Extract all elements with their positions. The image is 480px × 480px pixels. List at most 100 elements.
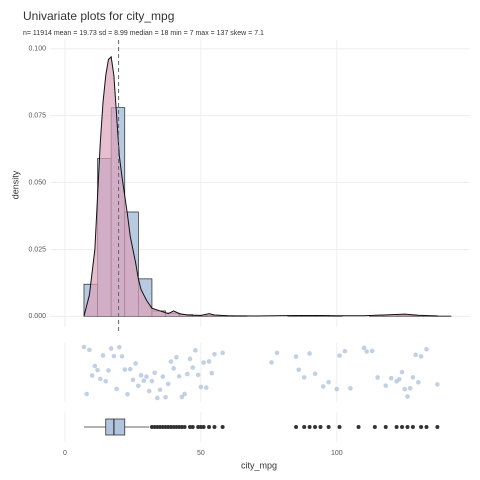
outlier-point (356, 425, 361, 429)
strip-point (100, 353, 106, 358)
strip-point (152, 370, 157, 376)
strip-point (201, 360, 206, 365)
strip-point (89, 373, 95, 378)
outlier-point (212, 425, 217, 429)
strip-point (179, 394, 185, 400)
strip-point (195, 372, 201, 378)
strip-point (424, 346, 429, 352)
strip-point (369, 348, 375, 354)
strip-point (97, 376, 103, 382)
outlier-point (435, 425, 440, 429)
outlier-point (307, 425, 312, 429)
y-tick-label: 0.075 (28, 113, 46, 120)
strip-point (92, 363, 98, 369)
strip-point (342, 348, 348, 354)
strip-point (402, 386, 408, 392)
strip-point (212, 351, 217, 357)
y-tick-label: 0.025 (28, 246, 46, 253)
strip-point (198, 384, 204, 390)
strip-point (187, 356, 193, 362)
outlier-point (400, 425, 405, 429)
strip-point (274, 350, 280, 356)
strip-point (103, 378, 109, 384)
outlier-point (326, 425, 331, 429)
strip-point (184, 371, 190, 377)
outlier-point (337, 425, 342, 429)
strip-point (269, 360, 274, 365)
strip-point (160, 374, 166, 379)
strip-point (410, 375, 416, 380)
chart-subtitle: n= 11914 mean = 19.73 sd = 8.99 median =… (23, 30, 264, 37)
outlier-point (410, 425, 415, 429)
strip-point (149, 378, 155, 384)
outlier-point (405, 425, 410, 429)
x-axis-label: city_mpg (241, 460, 277, 470)
outlier-point (424, 425, 429, 429)
outlier-point (182, 425, 187, 429)
chart-title: Univariate plots for city_mpg (23, 9, 174, 23)
outlier-point (302, 425, 307, 429)
strip-point (95, 367, 100, 373)
strip-point (133, 361, 138, 366)
strip-point (84, 391, 89, 397)
strip-point (193, 348, 198, 353)
strip-point (127, 366, 133, 372)
strip-point (364, 349, 369, 354)
strip-point (399, 369, 405, 375)
strip-point (293, 354, 299, 359)
strip-point (334, 386, 340, 392)
strip-point (176, 374, 182, 379)
strip-point (163, 394, 168, 400)
strip-point (171, 366, 176, 371)
strip-point (296, 367, 302, 373)
density-area (83, 56, 438, 317)
strip-point (397, 376, 402, 382)
strip-point (168, 359, 174, 364)
strip-point (206, 359, 212, 364)
y-tick-label: 0.000 (28, 313, 46, 320)
density-line (83, 55, 438, 317)
strip-point (157, 387, 163, 393)
strip-point (87, 347, 92, 353)
strip-point (125, 391, 130, 397)
strip-point (204, 385, 209, 390)
strip-point (312, 371, 318, 377)
strip-point (138, 373, 144, 378)
outlier-point (294, 425, 299, 429)
strip-point (405, 394, 410, 399)
outlier-point (318, 425, 323, 429)
strip-point (106, 368, 111, 373)
strip-point (117, 344, 122, 350)
strip-point (111, 353, 117, 359)
outlier-point (201, 425, 206, 429)
strip-point (416, 380, 421, 385)
strip-point (383, 383, 389, 388)
strip-point (81, 344, 87, 350)
y-tick-label: 0.050 (28, 179, 46, 186)
strip-point (407, 385, 413, 391)
strip-point (326, 379, 331, 385)
strip-point (348, 386, 353, 391)
strip-point (108, 346, 114, 351)
strip-point (301, 375, 307, 380)
strip-point (146, 388, 152, 394)
outlier-point (394, 425, 399, 429)
strip-point (174, 354, 179, 360)
strip-point (114, 386, 119, 392)
outlier-point (313, 425, 318, 429)
x-tick-label: 0 (63, 450, 67, 457)
strip-point (136, 383, 141, 389)
strip-point (182, 391, 187, 397)
y-tick-label: 0.100 (28, 46, 46, 53)
strip-point (375, 375, 380, 380)
outlier-point (383, 425, 388, 429)
strip-point (307, 351, 312, 356)
strip-point (388, 375, 394, 381)
strip-point (155, 395, 160, 401)
strip-point (165, 381, 171, 387)
strip-point (418, 354, 424, 359)
strip-point (141, 378, 147, 384)
strip-point (130, 377, 136, 383)
